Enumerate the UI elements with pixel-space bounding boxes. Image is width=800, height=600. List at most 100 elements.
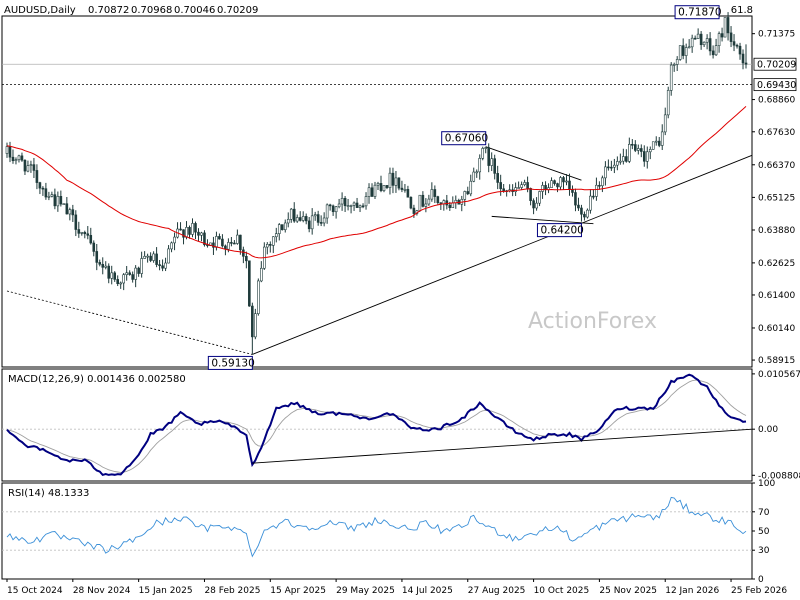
candle-body xyxy=(645,151,649,162)
price-axis-label: 0.62625 xyxy=(758,259,795,269)
candle-body xyxy=(424,203,428,207)
candle-body xyxy=(487,147,491,166)
candle-body xyxy=(8,146,12,158)
candle-body xyxy=(622,156,625,162)
candle-body xyxy=(104,265,108,268)
candle-body xyxy=(89,235,93,244)
price-axis: 0.71375 0.68860 0.67630 0.66370 0.65125 0.638… xyxy=(752,30,795,366)
price-axis-label: 0.63880 xyxy=(758,226,795,236)
macd-layer: 0.010567 0.00 -0.008808 xyxy=(2,370,800,481)
candle-body xyxy=(200,232,203,236)
candle-body xyxy=(514,187,517,192)
candle-body xyxy=(29,164,33,166)
candle-body xyxy=(83,232,87,235)
candle-body xyxy=(379,183,383,191)
rsi-line xyxy=(6,496,747,558)
candle-body xyxy=(352,202,356,206)
falling-wedge-upper xyxy=(485,146,582,181)
candle-body xyxy=(663,114,667,133)
candle-body xyxy=(388,172,392,188)
candle-body xyxy=(538,191,541,204)
x-axis-label: 29 May 2025 xyxy=(336,586,395,596)
candle-body xyxy=(68,209,72,215)
candle-body xyxy=(520,184,523,188)
ma-line xyxy=(6,106,747,259)
candle-body xyxy=(236,234,239,244)
macd-panel-frame xyxy=(1,368,753,482)
x-axis-label: 15 Oct 2024 xyxy=(7,586,63,596)
candle-body xyxy=(80,232,84,234)
price-axis-label: 0.68860 xyxy=(758,96,795,106)
candle-body xyxy=(86,233,90,236)
candle-body xyxy=(286,218,290,224)
candle-body xyxy=(179,228,182,231)
level-box-label: 0.64200 xyxy=(540,225,583,237)
candle-body xyxy=(499,182,502,190)
candle-body xyxy=(469,180,473,195)
candle-body xyxy=(203,232,206,246)
price-axis-label: 0.67630 xyxy=(758,128,795,138)
candle-body xyxy=(741,53,745,64)
candle-body xyxy=(744,62,748,65)
candle-body xyxy=(475,171,479,174)
candle-body xyxy=(631,143,634,146)
candle-body xyxy=(463,191,467,200)
candle-body xyxy=(304,216,308,222)
moving-average xyxy=(6,106,747,259)
candle-body xyxy=(708,38,712,52)
candle-body xyxy=(53,194,57,207)
candle-body xyxy=(403,189,407,191)
candle-body xyxy=(5,146,9,154)
x-axis-label: 27 Aug 2025 xyxy=(468,586,526,596)
candle-body xyxy=(167,248,170,264)
macd-axis-label: 0.00 xyxy=(758,425,778,435)
candle-body xyxy=(535,202,538,209)
candle-body xyxy=(625,156,628,162)
candle-body xyxy=(140,258,143,274)
candle-body xyxy=(729,32,733,42)
price-axis-label: 0.66370 xyxy=(758,161,795,171)
candle-body xyxy=(346,205,350,207)
level-box-label: 0.71870 xyxy=(678,7,721,19)
candle-body xyxy=(301,216,305,221)
candle-body xyxy=(185,227,188,238)
candle-body xyxy=(289,208,293,220)
candle-body xyxy=(47,195,51,198)
rsi-label: RSI(14) 48.1333 xyxy=(8,488,89,499)
x-axis-label: 25 Feb 2026 xyxy=(731,586,787,596)
candle-body xyxy=(20,155,24,161)
candle-body xyxy=(726,17,730,34)
candle-body xyxy=(158,264,161,267)
candle-body xyxy=(544,185,547,191)
candle-body xyxy=(146,255,149,258)
candle-body xyxy=(367,187,371,197)
candle-body xyxy=(230,242,233,244)
candle-body xyxy=(526,182,529,189)
candle-body xyxy=(101,263,105,268)
candle-body xyxy=(717,33,721,47)
candle-body xyxy=(242,249,245,257)
level-box xyxy=(441,131,487,146)
candle-body xyxy=(589,195,592,211)
candle-body xyxy=(218,236,221,240)
candle-body xyxy=(574,192,577,206)
candle-body xyxy=(568,180,571,190)
level-box xyxy=(536,223,582,238)
falling-wedge-lower xyxy=(491,215,594,225)
candle-body xyxy=(714,45,718,56)
candle-body xyxy=(430,189,434,200)
candle-body xyxy=(292,208,296,222)
candle-body xyxy=(316,214,320,223)
candle-body xyxy=(565,180,568,183)
candle-body xyxy=(149,255,152,261)
candle-body xyxy=(693,37,697,40)
level-boxes: 0.71870 0.67060 0.64200 0.59130 xyxy=(207,5,722,370)
candle-body xyxy=(385,185,389,188)
candle-body xyxy=(484,147,488,149)
candle-body xyxy=(493,158,496,174)
level-box xyxy=(674,5,720,20)
candle-body xyxy=(648,149,652,153)
candle-body xyxy=(98,262,102,265)
candle-body xyxy=(62,203,66,205)
